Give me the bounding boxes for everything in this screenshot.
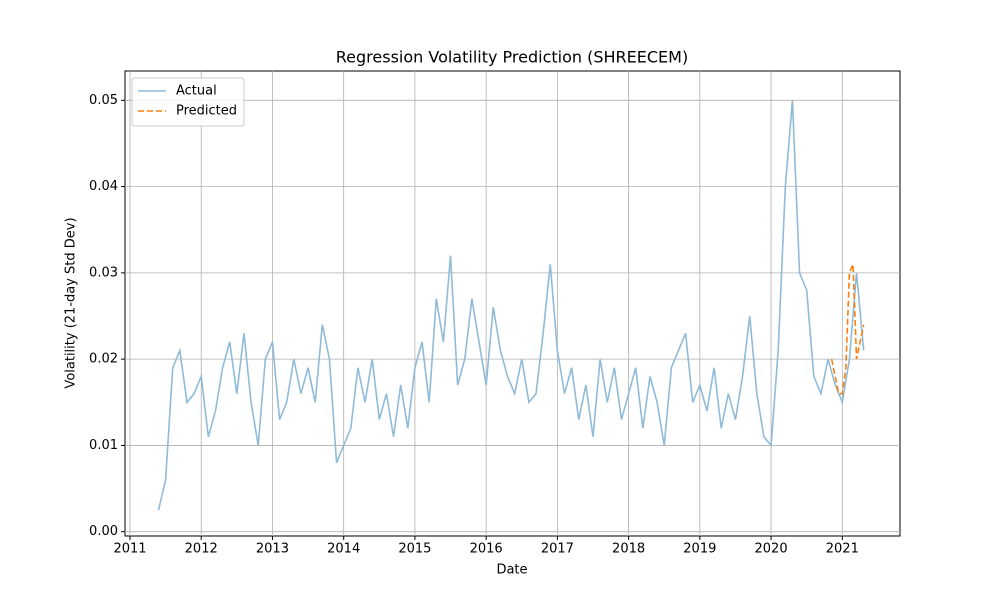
lines	[157, 100, 865, 511]
x-tick-label: 2019	[683, 542, 716, 557]
x-tick-label: 2017	[541, 542, 574, 557]
y-tick-label: 0.00	[89, 524, 118, 539]
x-tick-label: 2011	[113, 542, 146, 557]
x-tick-label: 2015	[398, 542, 431, 557]
legend-label: Predicted	[176, 104, 237, 119]
legend-label: Actual	[176, 84, 217, 99]
y-tick-label: 0.03	[89, 265, 118, 280]
x-tick-label: 2020	[755, 542, 788, 557]
legend: Actual Predicted	[131, 77, 245, 127]
y-tick-label: 0.05	[89, 93, 118, 108]
legend-box	[131, 77, 245, 127]
x-tick-label: 2014	[327, 542, 360, 557]
x-tick-label: 2016	[470, 542, 503, 557]
y-tick-label: 0.01	[89, 438, 118, 453]
x-tick-label: 2018	[612, 542, 645, 557]
plot-frame	[124, 70, 901, 537]
y-axis-label: Volatility (21-day Std Dev)	[64, 217, 79, 388]
x-tick-label: 2013	[256, 542, 289, 557]
series-line	[157, 100, 865, 511]
y-tick-label: 0.04	[89, 179, 118, 194]
series-line	[830, 263, 865, 395]
y-tick-label: 0.02	[89, 352, 118, 367]
chart-title: Regression Volatility Prediction (SHREEC…	[336, 48, 688, 67]
x-axis-label: Date	[496, 563, 527, 578]
grid: 0.00 0.01 0.02 0.03 0.04 0.05 2011 2012 2013 2014…	[89, 71, 900, 557]
x-tick-label: 2012	[185, 542, 218, 557]
x-tick-label: 2021	[826, 542, 859, 557]
